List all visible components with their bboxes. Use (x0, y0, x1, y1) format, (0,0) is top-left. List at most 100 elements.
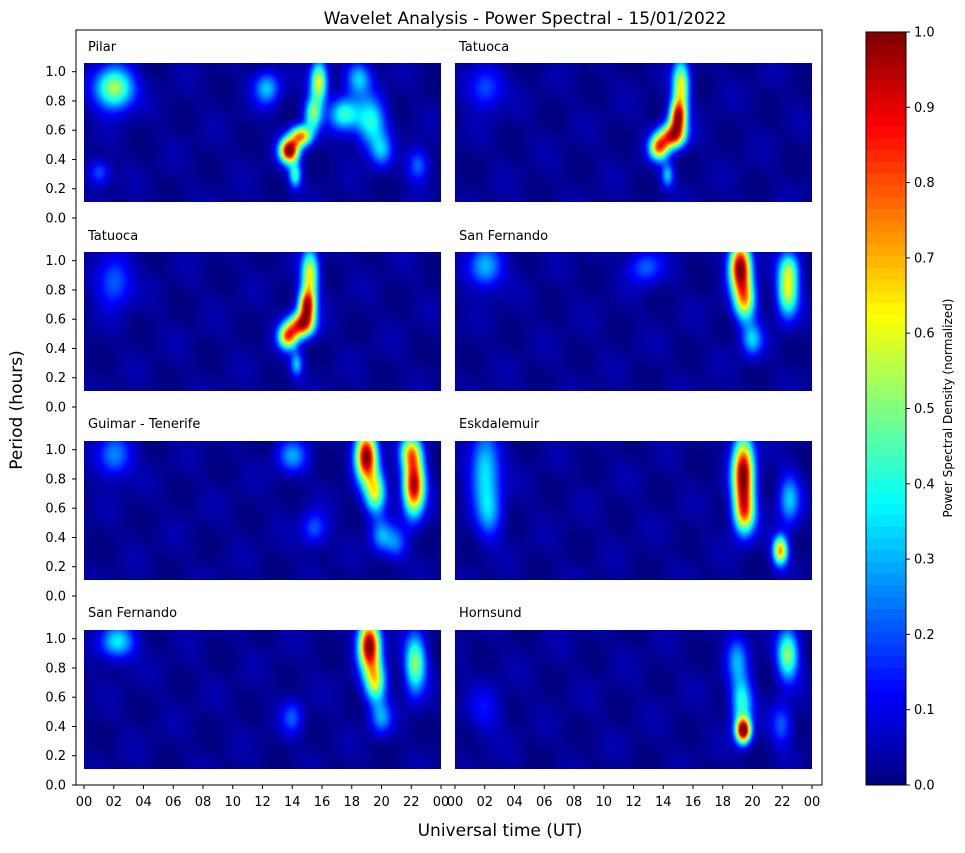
colorbar-tick-label: 0.2 (914, 628, 935, 643)
colorbar-band (866, 232, 906, 245)
x-tick-label-left: 10 (224, 795, 241, 810)
y-tick-label: 1.0 (45, 65, 66, 80)
x-tick-label-right: 00 (447, 795, 464, 810)
x-tick-label-left: 00 (76, 795, 93, 810)
panel-label-5: Guimar - Tenerife (88, 417, 200, 432)
panel-label-4: San Fernando (459, 229, 548, 244)
colorbar-band (866, 384, 906, 398)
y-tick-label: 1.0 (45, 632, 66, 647)
colorbar-band (866, 737, 906, 751)
x-tick-label-left: 08 (195, 795, 212, 810)
colorbar-tick-label: 0.5 (914, 402, 935, 417)
colorbar-band (866, 196, 906, 209)
colorbar-tick-label: 0.4 (914, 477, 935, 492)
colorbar-band (866, 632, 906, 645)
colorbar-band (866, 502, 906, 515)
colorbar-band (866, 761, 906, 774)
y-tick-label: 0.4 (45, 342, 66, 357)
colorbar-band (866, 373, 906, 386)
x-tick-label-right: 18 (714, 795, 731, 810)
y-tick-label: 0.8 (45, 472, 66, 487)
x-tick-label-left: 18 (343, 795, 360, 810)
colorbar-band (866, 667, 906, 680)
colorbar-band (866, 220, 906, 233)
y-tick-label: 0.2 (45, 560, 66, 575)
colorbar-tick-label: 0.9 (914, 101, 935, 116)
colorbar-band (866, 526, 906, 539)
colorbar-band (866, 643, 906, 657)
colorbar-band (866, 184, 906, 198)
colorbar-band (866, 208, 906, 221)
colorbar-band (866, 32, 906, 45)
x-axis-label: Universal time (UT) (418, 821, 583, 841)
panel-label-3: Tatuoca (87, 229, 138, 244)
y-tick-label: 0.2 (45, 182, 66, 197)
colorbar-band (866, 137, 906, 151)
colorbar-band (866, 408, 906, 421)
y-tick-label: 0.4 (45, 153, 66, 168)
colorbar-band (866, 102, 906, 115)
heatmap-panel-3 (84, 252, 441, 391)
y-tick-label: 0.0 (45, 401, 66, 416)
panel-label-8: Hornsund (459, 606, 522, 621)
heatmap-panel-8 (455, 630, 812, 769)
y-tick-label: 1.0 (45, 254, 66, 269)
x-tick-label-left: 00 (433, 795, 450, 810)
colorbar-band (866, 620, 906, 633)
y-tick-label: 0.4 (45, 531, 66, 546)
y-axis: 0.0 0.2 0.4 0.6 0.8 1.0 0.0 0.2 0.4 0.6 0.8 1.0 0.0 0… (45, 65, 76, 794)
colorbar: Power Spectral Density (normalized) 0.0 0… (865, 26, 955, 794)
x-tick-label-right: 20 (744, 795, 761, 810)
colorbar-band (866, 702, 906, 715)
heatmap-panel-1 (84, 63, 441, 202)
y-tick-label: 0.2 (45, 371, 66, 386)
x-tick-label-right: 04 (506, 795, 523, 810)
y-tick-label: 0.8 (45, 661, 66, 676)
colorbar-band (866, 55, 906, 68)
heatmap-panel-2 (455, 63, 812, 202)
x-tick-label-left: 22 (403, 795, 420, 810)
y-tick-label: 0.6 (45, 502, 66, 517)
y-tick-label: 0.0 (45, 779, 66, 794)
colorbar-band (866, 90, 906, 104)
y-tick-label: 0.6 (45, 124, 66, 139)
colorbar-tick-label: 1.0 (914, 26, 935, 41)
x-tick-label-right: 10 (595, 795, 612, 810)
colorbar-band (866, 126, 906, 139)
colorbar-band (866, 690, 906, 704)
colorbar-band (866, 337, 906, 351)
colorbar-band (866, 584, 906, 598)
x-tick-label-left: 04 (135, 795, 152, 810)
x-tick-label-right: 08 (566, 795, 583, 810)
y-tick-label: 0.6 (45, 691, 66, 706)
panel-label-1: Pilar (88, 40, 117, 55)
colorbar-band (866, 679, 906, 692)
colorbar-tick-label: 0.7 (914, 251, 935, 266)
colorbar-band (866, 537, 906, 551)
colorbar-tick-label: 0.1 (914, 703, 935, 718)
x-tick-label-left: 02 (105, 795, 122, 810)
heatmap-panel-6 (455, 441, 812, 580)
y-tick-label: 0.2 (45, 749, 66, 764)
colorbar-band (866, 43, 906, 57)
colorbar-band (866, 290, 906, 304)
y-tick-label: 1.0 (45, 443, 66, 458)
colorbar-band (866, 314, 906, 327)
colorbar-band (866, 479, 906, 492)
heatmap-panel-5 (84, 441, 441, 580)
colorbar-band (866, 749, 906, 762)
colorbar-band (866, 490, 906, 504)
colorbar-band (866, 255, 906, 268)
colorbar-band (866, 326, 906, 339)
colorbar-band (866, 173, 906, 186)
y-tick-label: 0.6 (45, 313, 66, 328)
colorbar-band (866, 396, 906, 409)
x-tick-label-right: 06 (536, 795, 553, 810)
y-tick-label: 0.0 (45, 212, 66, 227)
x-tick-label-left: 06 (165, 795, 182, 810)
panel-label-2: Tatuoca (458, 40, 509, 55)
x-tick-label-right: 22 (774, 795, 791, 810)
